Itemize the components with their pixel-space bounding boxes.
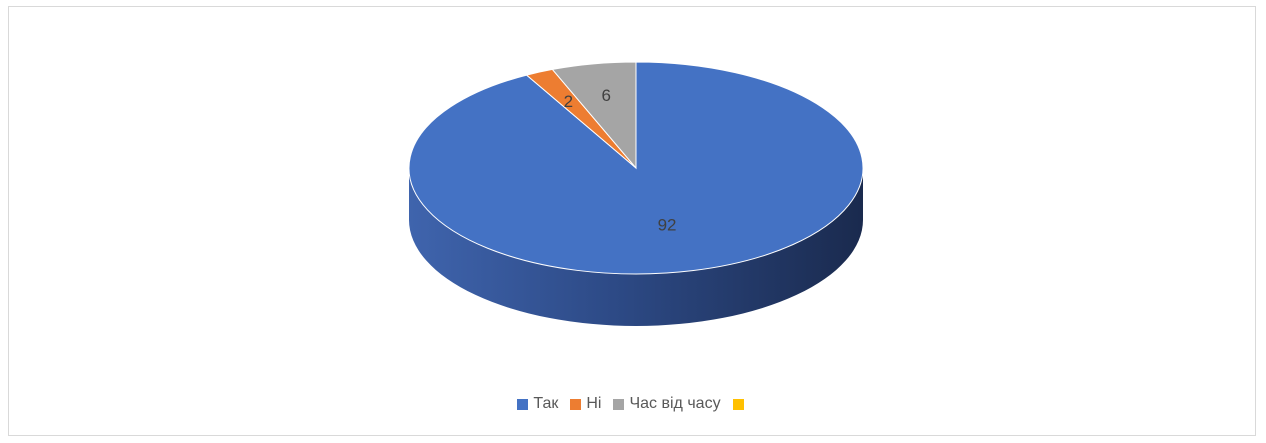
legend-item-3: Час від часу xyxy=(613,395,721,413)
legend-swatch xyxy=(570,398,582,410)
legend-swatch xyxy=(732,398,744,410)
legend-item-2: Ні xyxy=(570,395,601,413)
legend-swatch xyxy=(517,398,529,410)
legend-label: Час від часу xyxy=(629,395,721,412)
legend-item-4 xyxy=(732,398,749,410)
legend-label: Так xyxy=(533,395,559,412)
pie-side-wall xyxy=(409,168,863,326)
pie-slice-3[interactable] xyxy=(551,61,637,170)
data-label-2: 2 xyxy=(564,92,573,111)
data-label-1: 92 xyxy=(658,215,677,234)
legend-item-1: Так xyxy=(517,395,558,413)
data-label-3: 6 xyxy=(601,86,610,105)
legend-swatch xyxy=(613,398,625,410)
legend-label: Ні xyxy=(586,395,602,412)
legend: Так Ні Час від часу xyxy=(0,395,1266,413)
